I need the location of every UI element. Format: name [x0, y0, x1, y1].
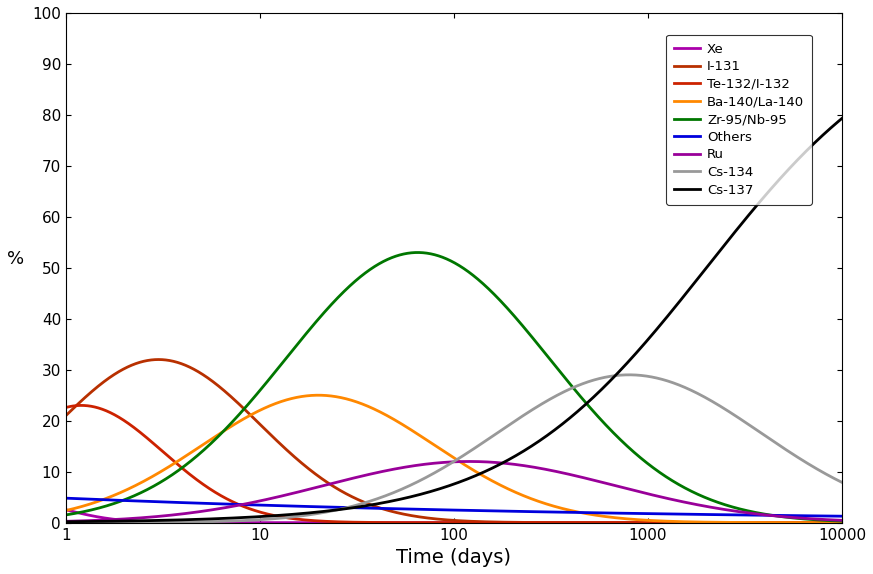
Cs-137 [738, 219, 748, 226]
Others [196, 500, 206, 507]
Cs-134 [624, 371, 635, 378]
Ru [149, 513, 160, 520]
X-axis label: Time (days): Time (days) [396, 548, 512, 567]
Ru [60, 518, 71, 525]
Others [358, 505, 368, 511]
Xe [358, 519, 368, 526]
I-131 [154, 356, 164, 363]
Te-132/I-132 [739, 519, 749, 526]
Ru [196, 508, 206, 515]
Zr-95/Nb-95 [196, 449, 206, 456]
Y-axis label: %: % [7, 250, 24, 268]
Xe [196, 519, 206, 526]
I-131 [359, 499, 369, 506]
Zr-95/Nb-95 [392, 253, 402, 259]
Te-132/I-132 [821, 519, 832, 526]
I-131 [149, 356, 160, 363]
Others [60, 495, 71, 502]
Ba-140/La-140 [836, 519, 847, 526]
Cs-137 [60, 518, 71, 525]
Ru [821, 516, 832, 523]
Line: Cs-137: Cs-137 [65, 118, 842, 522]
Te-132/I-132 [196, 479, 206, 486]
Ru [739, 509, 749, 515]
Line: Xe: Xe [65, 510, 842, 523]
I-131 [836, 519, 847, 526]
Te-132/I-132 [149, 441, 160, 448]
Cs-137 [149, 517, 160, 524]
Others [836, 513, 847, 519]
I-131 [821, 519, 832, 526]
Ru [464, 458, 475, 465]
Xe [821, 519, 832, 526]
Cs-137 [836, 115, 847, 122]
Cs-137 [196, 516, 206, 523]
I-131 [60, 412, 71, 419]
Others [392, 505, 402, 512]
Ba-140/La-140 [60, 507, 71, 514]
Cs-137 [821, 128, 832, 135]
Ba-140/La-140 [739, 519, 749, 526]
Ba-140/La-140 [392, 418, 402, 425]
Ba-140/La-140 [149, 472, 160, 479]
Line: Te-132/I-132: Te-132/I-132 [65, 405, 842, 523]
Ru [392, 465, 402, 472]
Cs-134 [149, 519, 160, 526]
Others [149, 498, 160, 505]
Xe [60, 506, 71, 513]
Zr-95/Nb-95 [836, 518, 847, 525]
Ba-140/La-140 [821, 519, 832, 526]
Xe [836, 519, 847, 526]
I-131 [739, 519, 749, 526]
Ru [358, 472, 368, 479]
Cs-134 [739, 418, 749, 425]
Zr-95/Nb-95 [149, 482, 160, 489]
Legend: Xe, I-131, Te-132/I-132, Ba-140/La-140, Zr-95/Nb-95, Others, Ru, Cs-134, Cs-137: Xe, I-131, Te-132/I-132, Ba-140/La-140, … [666, 35, 812, 204]
Cs-134 [358, 500, 368, 507]
Te-132/I-132 [76, 402, 86, 409]
Ru [836, 517, 847, 524]
Zr-95/Nb-95 [60, 511, 71, 518]
Cs-134 [821, 471, 832, 478]
Others [738, 511, 748, 518]
Te-132/I-132 [359, 519, 369, 526]
Line: Zr-95/Nb-95: Zr-95/Nb-95 [65, 253, 842, 521]
Cs-134 [836, 479, 847, 486]
Te-132/I-132 [836, 519, 847, 526]
Zr-95/Nb-95 [412, 249, 423, 256]
Cs-134 [392, 488, 402, 495]
Ba-140/La-140 [359, 401, 369, 408]
I-131 [392, 509, 402, 516]
Cs-134 [60, 519, 71, 526]
Line: Ba-140/La-140: Ba-140/La-140 [65, 395, 842, 523]
Line: Cs-134: Cs-134 [65, 375, 842, 522]
Others [821, 513, 832, 519]
Xe [738, 519, 748, 526]
Zr-95/Nb-95 [821, 517, 832, 524]
Xe [392, 519, 402, 526]
Zr-95/Nb-95 [358, 271, 368, 278]
Cs-137 [358, 503, 368, 510]
Te-132/I-132 [60, 404, 71, 411]
Cs-137 [392, 497, 402, 503]
Line: Ru: Ru [65, 461, 842, 521]
Ba-140/La-140 [196, 443, 206, 450]
I-131 [196, 370, 206, 377]
Line: I-131: I-131 [65, 359, 842, 523]
Line: Others: Others [65, 498, 842, 516]
Xe [149, 518, 160, 525]
Te-132/I-132 [392, 519, 402, 526]
Zr-95/Nb-95 [739, 506, 749, 513]
Cs-134 [196, 518, 206, 525]
Ba-140/La-140 [313, 392, 324, 399]
